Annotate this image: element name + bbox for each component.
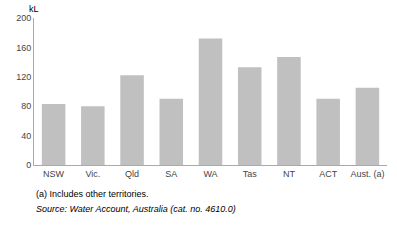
svg-text:Tas: Tas: [243, 169, 258, 179]
svg-text:NSW: NSW: [43, 169, 65, 179]
svg-text:80: 80: [21, 101, 31, 111]
svg-text:ACT: ACT: [319, 169, 338, 179]
svg-text:Source: Water Account, Austral: Source: Water Account, Australia (cat. n…: [36, 204, 236, 214]
svg-text:Vic.: Vic.: [85, 169, 100, 179]
svg-text:SA: SA: [165, 169, 177, 179]
svg-text:160: 160: [16, 43, 31, 53]
svg-text:0: 0: [26, 160, 31, 170]
svg-text:40: 40: [21, 131, 31, 141]
svg-text:(a) Includes other territories: (a) Includes other territories.: [36, 189, 149, 199]
svg-text:Aust. (a): Aust. (a): [350, 169, 384, 179]
svg-text:200: 200: [16, 13, 31, 23]
svg-text:NT: NT: [283, 169, 295, 179]
svg-text:WA: WA: [203, 169, 217, 179]
svg-text:Qld: Qld: [125, 169, 139, 179]
svg-text:120: 120: [16, 72, 31, 82]
svg-text:kL: kL: [29, 4, 39, 14]
